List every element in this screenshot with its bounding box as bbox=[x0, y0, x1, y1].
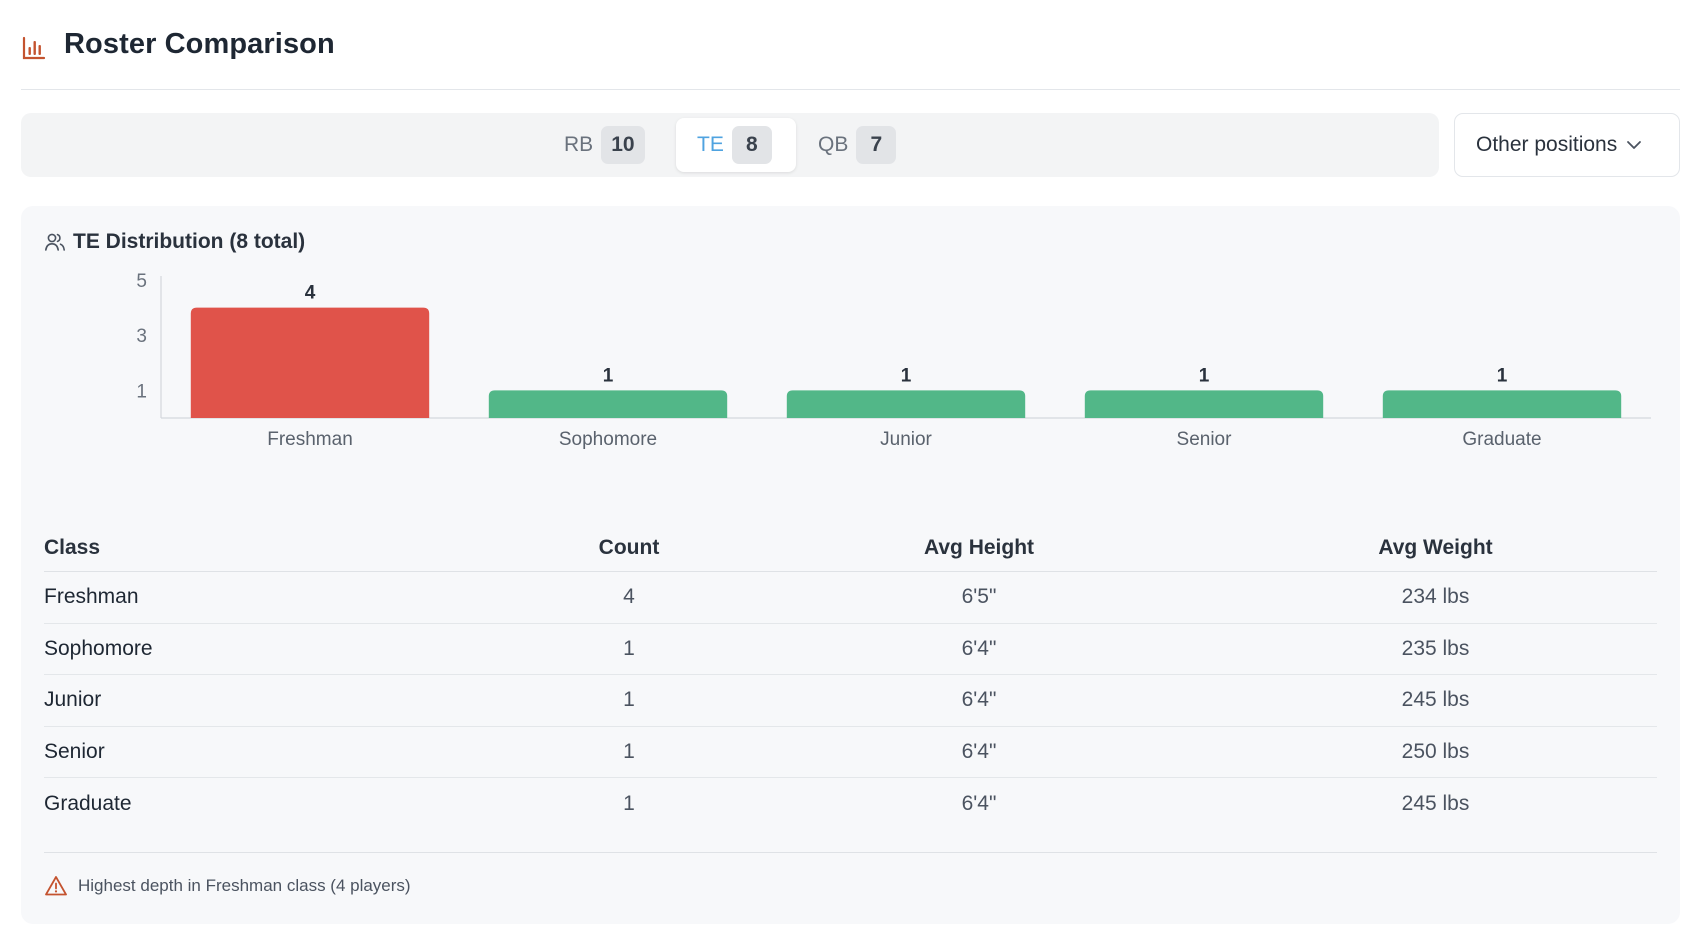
table-header: Class Count Avg Height Avg Weight bbox=[44, 524, 1657, 572]
cell-avg-weight: 245 lbs bbox=[1401, 688, 1470, 712]
header-avg-height: Avg Height bbox=[923, 535, 1035, 559]
bar-value-label: 4 bbox=[305, 283, 316, 304]
divider bbox=[44, 852, 1657, 853]
table-row: Graduate 1 6'4" 245 lbs bbox=[44, 778, 1657, 830]
table-row: Senior 1 6'4" 250 lbs bbox=[44, 727, 1657, 778]
bar-value-label: 1 bbox=[1497, 365, 1508, 386]
class-distribution-chart: 1 3 5 4 Freshman 1 Sophomore 1 Junior 1 Senior 1 Gra… bbox=[136, 271, 1651, 450]
cell-class: Senior bbox=[44, 739, 105, 763]
warning-icon bbox=[45, 876, 67, 896]
x-tick-label: Junior bbox=[880, 429, 932, 450]
cell-avg-height: 6'4" bbox=[961, 688, 997, 712]
table-row: Freshman 4 6'5" 234 lbs bbox=[44, 572, 1657, 624]
cell-avg-weight: 235 lbs bbox=[1401, 636, 1470, 660]
cell-avg-weight: 250 lbs bbox=[1401, 739, 1470, 763]
position-tabs: RB 10 TE 8 QB 7 bbox=[21, 113, 1439, 177]
page-title: Roster Comparison bbox=[64, 28, 335, 60]
bar-junior bbox=[786, 390, 1026, 418]
cell-class: Junior bbox=[44, 688, 102, 712]
header-avg-weight: Avg Weight bbox=[1378, 535, 1493, 559]
y-tick-label: 1 bbox=[136, 381, 147, 402]
bar-value-label: 1 bbox=[1199, 365, 1210, 386]
bar-graduate bbox=[1382, 390, 1622, 418]
card-title-text: TE Distribution (8 total) bbox=[73, 230, 306, 253]
chevron-down-icon bbox=[1627, 141, 1642, 149]
cell-avg-height: 6'4" bbox=[961, 739, 997, 763]
x-tick-label: Sophomore bbox=[559, 429, 657, 450]
x-tick-label: Graduate bbox=[1462, 429, 1541, 450]
distribution-card: TE Distribution (8 total) 1 3 5 4 Freshman 1 S… bbox=[21, 206, 1680, 924]
bar-senior bbox=[1084, 390, 1324, 418]
note-text: Highest depth in Freshman class (4 playe… bbox=[78, 876, 411, 895]
bar-value-label: 1 bbox=[901, 365, 912, 386]
bar-freshman bbox=[190, 307, 430, 418]
depth-note: Highest depth in Freshman class (4 playe… bbox=[44, 874, 411, 898]
y-tick-label: 5 bbox=[136, 271, 147, 292]
bar-sophomore bbox=[488, 390, 728, 418]
tab-label: QB bbox=[818, 133, 849, 156]
cell-class: Sophomore bbox=[44, 636, 153, 660]
other-positions-dropdown[interactable]: Other positions bbox=[1454, 113, 1680, 177]
cell-avg-height: 6'5" bbox=[961, 585, 997, 609]
dropdown-label: Other positions bbox=[1476, 133, 1618, 156]
header-class: Class bbox=[44, 535, 101, 559]
cell-count: 1 bbox=[623, 739, 635, 763]
cell-count: 4 bbox=[623, 585, 635, 609]
tab-count-badge: 8 bbox=[731, 126, 772, 164]
bar-value-label: 1 bbox=[603, 365, 614, 386]
page-header: Roster Comparison bbox=[21, 24, 1680, 90]
table-row: Junior 1 6'4" 245 lbs bbox=[44, 675, 1657, 727]
tab-qb[interactable]: QB 7 bbox=[818, 118, 897, 172]
cell-count: 1 bbox=[623, 791, 635, 815]
cell-avg-height: 6'4" bbox=[961, 791, 997, 815]
cell-count: 1 bbox=[623, 636, 635, 660]
cell-class: Graduate bbox=[44, 791, 132, 815]
class-table: Class Count Avg Height Avg Weight Freshm… bbox=[44, 524, 1657, 830]
header-count: Count bbox=[598, 535, 660, 559]
cell-class: Freshman bbox=[44, 585, 139, 609]
cell-avg-height: 6'4" bbox=[961, 636, 997, 660]
cell-avg-weight: 234 lbs bbox=[1401, 585, 1470, 609]
card-title: TE Distribution (8 total) bbox=[44, 230, 305, 254]
cell-avg-weight: 245 lbs bbox=[1401, 791, 1470, 815]
tab-label: TE bbox=[697, 133, 724, 156]
tab-label: RB bbox=[564, 133, 594, 156]
table-row: Sophomore 1 6'4" 235 lbs bbox=[44, 624, 1657, 675]
x-tick-label: Senior bbox=[1177, 429, 1233, 450]
tab-count-badge: 10 bbox=[601, 126, 645, 164]
tab-count-badge: 7 bbox=[856, 126, 897, 164]
users-icon bbox=[45, 233, 65, 251]
y-tick-label: 3 bbox=[136, 326, 147, 347]
bar-chart-icon bbox=[22, 36, 46, 60]
tab-te[interactable]: TE 8 bbox=[676, 118, 796, 172]
cell-count: 1 bbox=[623, 688, 635, 712]
x-tick-label: Freshman bbox=[267, 429, 353, 450]
tab-rb[interactable]: RB 10 bbox=[564, 118, 645, 172]
